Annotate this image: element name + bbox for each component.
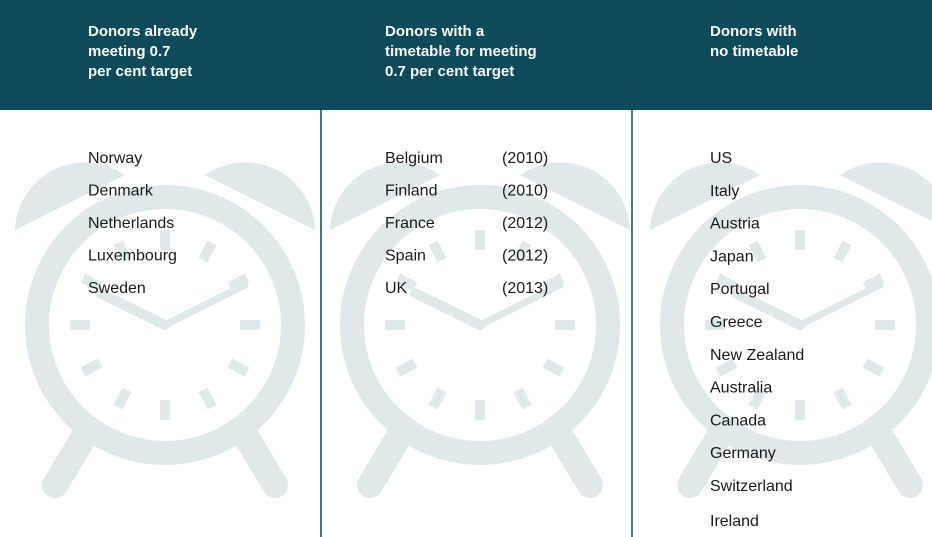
country: Australia (710, 380, 772, 397)
country: Greece (710, 314, 763, 331)
country: Italy (710, 183, 739, 200)
country: Denmark (88, 183, 154, 200)
country: Germany (710, 445, 776, 462)
country: UK (385, 280, 408, 297)
country: France (385, 215, 435, 232)
target-year: (2013) (502, 280, 548, 297)
header-bar (0, 0, 932, 110)
country: Finland (385, 183, 437, 200)
country: Netherlands (88, 215, 174, 232)
target-year: (2012) (502, 215, 548, 232)
country: US (710, 150, 732, 167)
target-year: (2010) (502, 183, 548, 200)
country: Canada (710, 412, 766, 429)
clock-watermark (15, 162, 315, 485)
country: Sweden (88, 280, 146, 297)
column-header: Donors with (710, 23, 797, 40)
country: Norway (88, 150, 142, 167)
country: Spain (385, 248, 426, 265)
country: Luxembourg (88, 248, 177, 265)
column-header: no timetable (710, 43, 798, 60)
column-header: Donors already (88, 23, 198, 40)
column-header: Donors with a (385, 23, 485, 40)
clock-watermark (330, 162, 630, 485)
target-year: (2010) (502, 150, 548, 167)
country: New Zealand (710, 347, 804, 364)
column-header: 0.7 per cent target (385, 63, 514, 80)
country: Switzerland (710, 478, 793, 495)
country: Portugal (710, 281, 770, 298)
country: Japan (710, 248, 754, 265)
country: Austria (710, 216, 760, 233)
clock-watermark (650, 162, 932, 485)
column-header: meeting 0.7 (88, 43, 171, 60)
country: Ireland (710, 513, 759, 530)
column-header: timetable for meeting (385, 43, 537, 60)
target-year: (2012) (502, 248, 548, 265)
column-header: per cent target (88, 63, 192, 80)
country: Belgium (385, 150, 443, 167)
